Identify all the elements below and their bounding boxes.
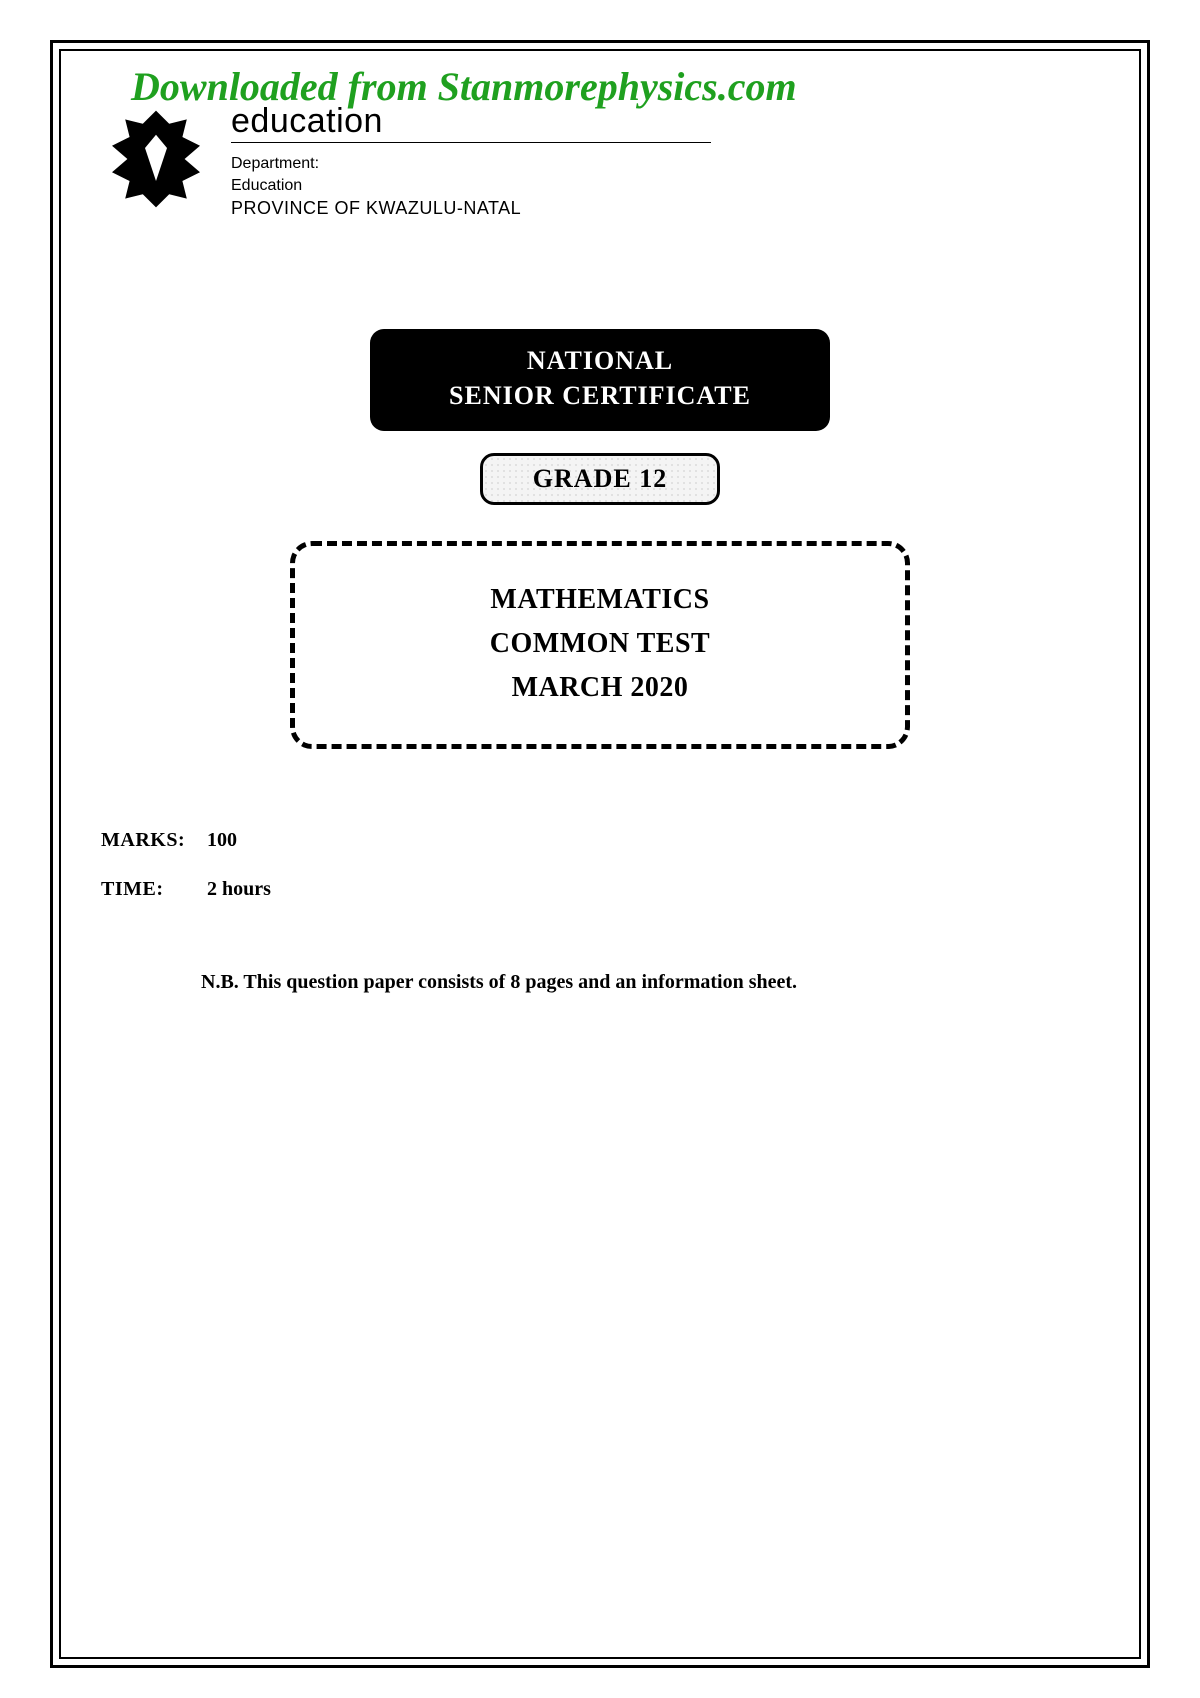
banner-line-2: SENIOR CERTIFICATE — [380, 378, 820, 413]
subject-line-1: MATHEMATICS — [315, 584, 885, 616]
department-block: Department: Education — [231, 153, 1109, 196]
title-rule — [231, 142, 711, 143]
letterhead-text: education Department: Education PROVINCE… — [231, 104, 1109, 219]
marks-label: MARKS: — [101, 829, 197, 852]
department-name: Education — [231, 175, 1109, 197]
time-value: 2 hours — [207, 878, 271, 901]
marks-row: MARKS: 100 — [101, 829, 1109, 852]
page-count-note: N.B. This question paper consists of 8 p… — [201, 971, 1109, 994]
time-label: TIME: — [101, 878, 197, 901]
department-label: Department: — [231, 153, 1109, 175]
banner-line-1: NATIONAL — [380, 343, 820, 378]
province-line: PROVINCE OF KWAZULU-NATAL — [231, 198, 1109, 219]
certificate-banner: NATIONAL SENIOR CERTIFICATE — [370, 329, 830, 431]
inner-frame: Downloaded from Stanmorephysics.com educ… — [59, 49, 1141, 1659]
subject-line-2: COMMON TEST — [315, 628, 885, 660]
letterhead: education Department: Education PROVINCE… — [101, 104, 1109, 219]
outer-frame: Downloaded from Stanmorephysics.com educ… — [50, 40, 1150, 1668]
exam-meta: MARKS: 100 TIME: 2 hours — [101, 829, 1109, 901]
page: Downloaded from Stanmorephysics.com educ… — [0, 0, 1200, 1698]
grade-box: GRADE 12 — [480, 453, 720, 505]
subject-box: MATHEMATICS COMMON TEST MARCH 2020 — [290, 541, 910, 749]
education-title: education — [231, 104, 1109, 138]
coat-of-arms-icon — [101, 104, 211, 214]
marks-value: 100 — [207, 829, 237, 852]
time-row: TIME: 2 hours — [101, 878, 1109, 901]
subject-line-3: MARCH 2020 — [315, 672, 885, 704]
